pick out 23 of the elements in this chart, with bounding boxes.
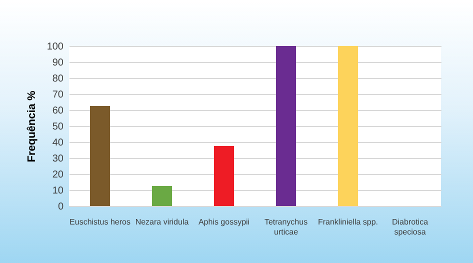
y-tick-label: 50 [52,122,64,132]
bar [338,46,358,206]
x-tick-label: Nezara viridula [135,218,190,226]
bar [214,146,234,206]
bar [90,106,110,206]
y-tick-label: 100 [46,42,64,52]
y-tick-label: 80 [52,74,64,84]
x-tick-label: Tetranychus urticae [264,218,308,236]
x-tick-label: Euschistus heros [70,218,130,226]
y-tick-label: 70 [52,90,64,100]
y-tick-label: 40 [52,138,64,148]
bar [276,46,296,206]
y-axis-title: Frequência % [26,90,38,162]
y-tick-label: 20 [52,170,64,180]
bar [152,186,172,206]
y-tick-label: 90 [52,58,64,68]
y-tick-label: 0 [58,202,64,212]
y-tick-label: 60 [52,106,64,116]
y-tick-label: 10 [52,186,64,196]
x-tick-label: Frankliniella spp. [318,218,378,226]
x-tick-label: Diabrotica speciosa [392,218,429,236]
y-tick-label: 30 [52,154,64,164]
x-tick-label: Aphis gossypii [198,218,250,226]
